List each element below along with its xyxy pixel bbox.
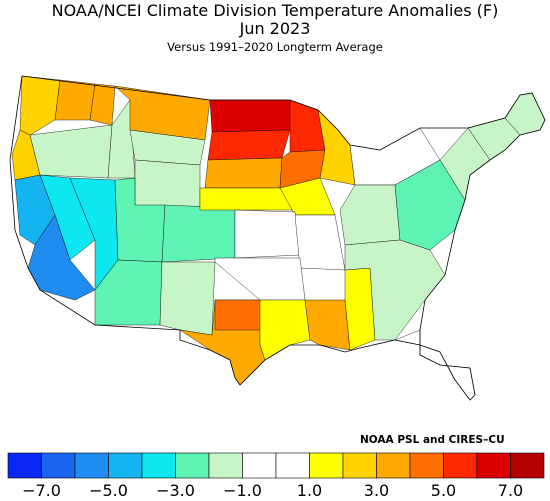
region-washington-coast (19, 75, 61, 136)
legend-tick-label: −7.0 (22, 481, 61, 500)
legend-swatch (409, 452, 444, 479)
legend-swatch (342, 452, 377, 479)
region-southeast (344, 239, 446, 341)
legend-swatch (309, 452, 344, 479)
legend-swatch (510, 452, 545, 479)
legend-swatch (74, 452, 109, 479)
legend-swatch (7, 452, 42, 479)
legend-tick-label: 5.0 (430, 481, 457, 500)
legend-swatch (275, 452, 310, 479)
legend-tick-label: −1.0 (223, 481, 262, 500)
region-central-california (39, 174, 96, 261)
legend-swatch (175, 452, 210, 479)
legend-swatch (376, 452, 411, 479)
region-nebraska (199, 187, 296, 211)
us-outline (9, 75, 546, 401)
region-louisiana (304, 299, 351, 351)
legend-swatch (41, 452, 76, 479)
legend-swatch (476, 452, 511, 479)
legend-swatch (141, 452, 176, 479)
legend-tick-label: −3.0 (156, 481, 195, 500)
legend-swatch (443, 452, 478, 479)
legend-tick-label: 3.0 (363, 481, 390, 500)
credit-text: NOAA PSL and CIRES–CU (360, 434, 505, 446)
map-title: NOAA/NCEI Climate Division Temperature A… (51, 1, 499, 20)
legend-tick-label: 7.0 (497, 481, 524, 500)
legend-swatch (208, 452, 243, 479)
legend-tick-label: −5.0 (89, 481, 128, 500)
legend-tick-label: 1.0 (296, 481, 323, 500)
map-subtitle: Versus 1991–2020 Longterm Average (167, 40, 383, 54)
legend-swatch (242, 452, 277, 479)
map-date: Jun 2023 (239, 19, 311, 38)
legend-swatch (108, 452, 143, 479)
